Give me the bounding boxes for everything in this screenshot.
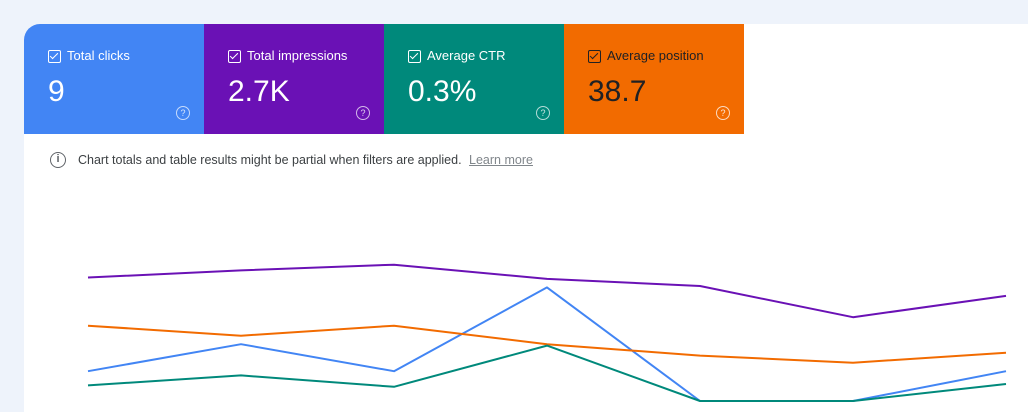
learn-more-link[interactable]: Learn more xyxy=(469,153,533,167)
metric-value: 0.3% xyxy=(408,75,477,108)
performance-chart xyxy=(87,263,1007,402)
metric-label: Total clicks xyxy=(67,48,130,63)
metric-value: 38.7 xyxy=(588,75,647,108)
series-line-ctr xyxy=(87,344,1007,402)
checkbox-checked-icon[interactable] xyxy=(588,49,601,63)
performance-card: Total clicks 9 ? Total impressions 2.7K … xyxy=(24,24,1028,412)
metric-tiles: Total clicks 9 ? Total impressions 2.7K … xyxy=(24,24,744,134)
info-icon: i xyxy=(50,152,66,168)
metric-value: 9 xyxy=(48,75,65,108)
metric-label: Average position xyxy=(607,48,704,63)
partial-results-notice: i Chart totals and table results might b… xyxy=(50,152,533,168)
metric-tile-total-impressions[interactable]: Total impressions 2.7K ? xyxy=(204,24,384,134)
metric-label: Average CTR xyxy=(427,48,506,63)
metric-tile-header: Total clicks xyxy=(48,48,130,64)
checkbox-checked-icon[interactable] xyxy=(228,49,241,63)
metric-value: 2.7K xyxy=(228,75,290,108)
checkbox-checked-icon[interactable] xyxy=(408,49,421,63)
help-icon[interactable]: ? xyxy=(716,106,730,120)
metric-tile-header: Average CTR xyxy=(408,48,506,64)
metric-tile-average-position[interactable]: Average position 38.7 ? xyxy=(564,24,744,134)
metric-tile-average-ctr[interactable]: Average CTR 0.3% ? xyxy=(384,24,564,134)
help-icon[interactable]: ? xyxy=(536,106,550,120)
checkbox-checked-icon[interactable] xyxy=(48,49,61,63)
series-line-position xyxy=(87,324,1007,364)
help-icon[interactable]: ? xyxy=(176,106,190,120)
metric-tile-header: Total impressions xyxy=(228,48,347,64)
metric-tile-header: Average position xyxy=(588,48,704,64)
metric-label: Total impressions xyxy=(247,48,348,63)
help-icon[interactable]: ? xyxy=(356,106,370,120)
metric-tile-total-clicks[interactable]: Total clicks 9 ? xyxy=(24,24,204,134)
notice-text: Chart totals and table results might be … xyxy=(78,153,462,167)
series-line-impressions xyxy=(87,263,1007,319)
